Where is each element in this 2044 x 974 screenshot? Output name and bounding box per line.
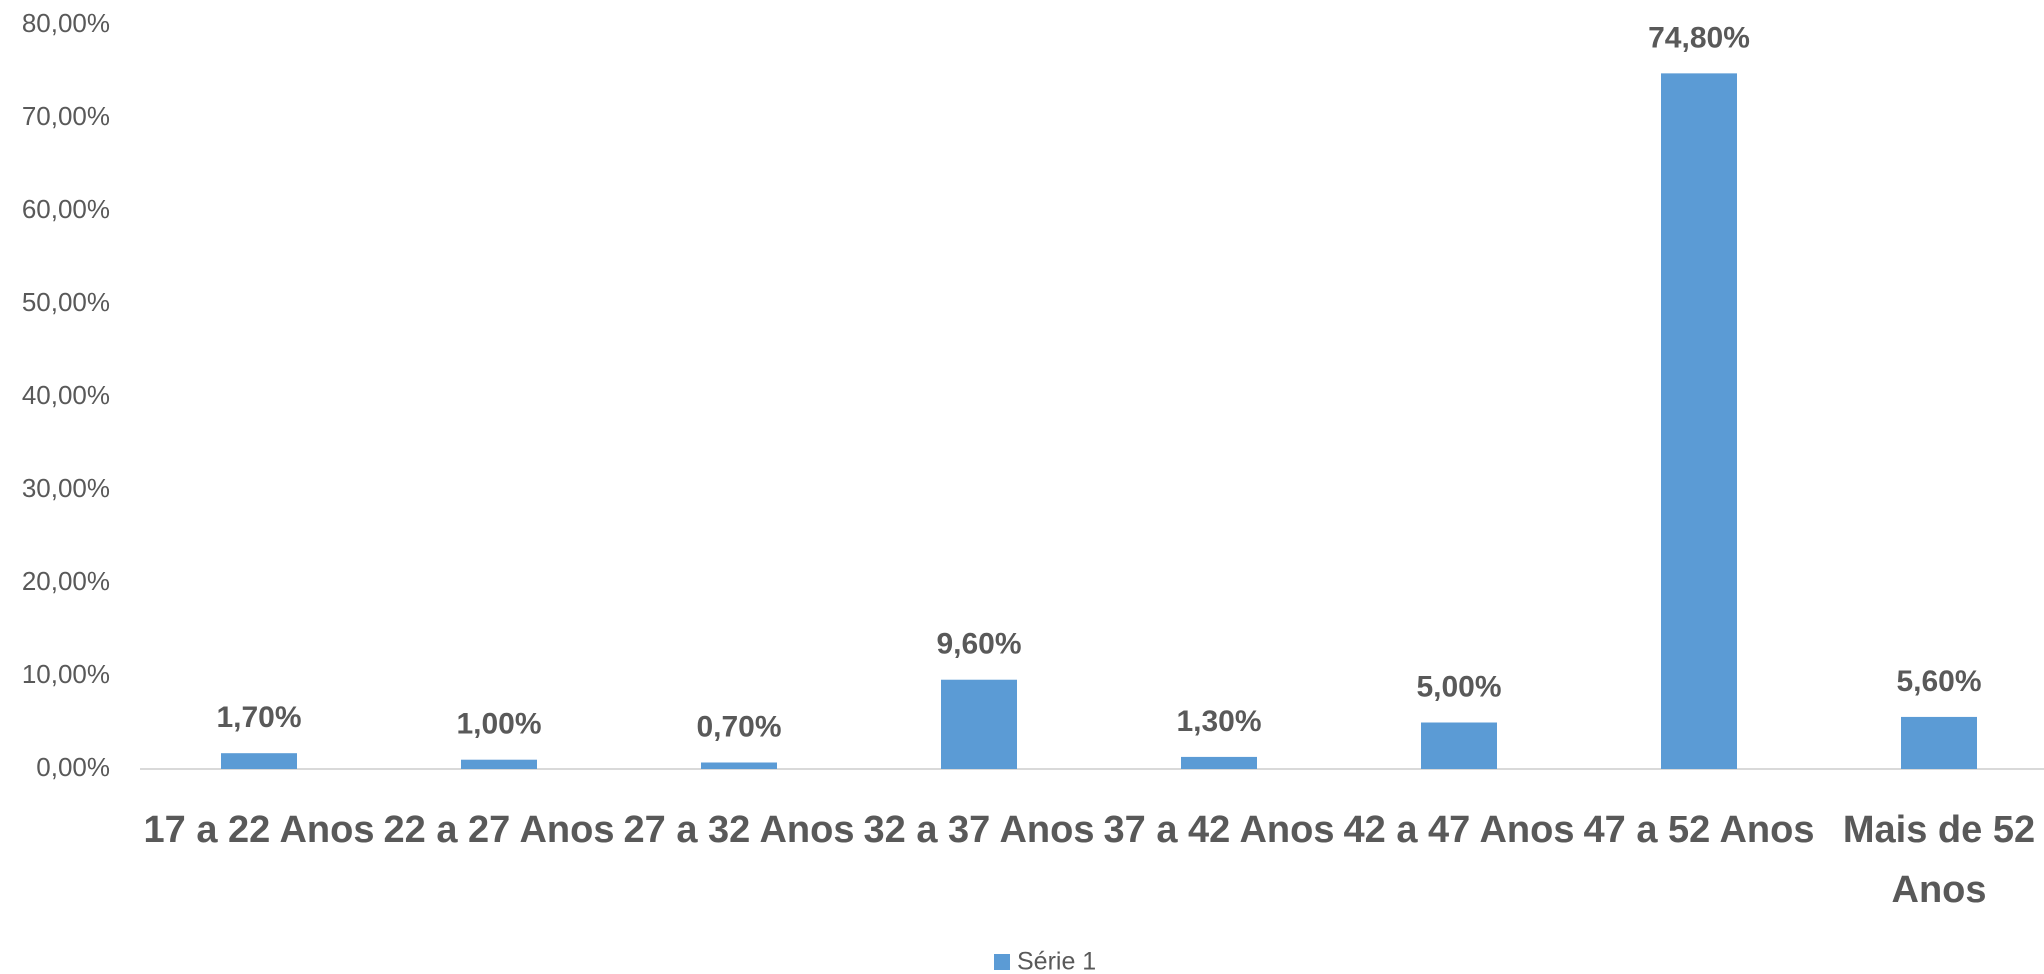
bar bbox=[1901, 716, 1977, 769]
legend-label: Série 1 bbox=[1017, 948, 1096, 974]
x-tick-label: 22 a 27 Anos bbox=[383, 809, 615, 851]
y-tick-label: 30,00% bbox=[22, 473, 110, 503]
x-tick-label: 32 a 37 Anos bbox=[863, 809, 1095, 851]
x-tick-label: Mais de 52 Anos bbox=[1842, 809, 2036, 911]
bar bbox=[461, 759, 537, 769]
x-tick-label: 47 a 52 Anos bbox=[1583, 809, 1815, 851]
y-tick-label: 40,00% bbox=[22, 380, 110, 410]
data-label: 1,00% bbox=[456, 708, 541, 741]
bar bbox=[221, 753, 297, 769]
bar bbox=[1181, 756, 1257, 769]
data-label: 1,70% bbox=[216, 701, 301, 734]
bar bbox=[941, 679, 1017, 769]
data-label: 5,60% bbox=[1896, 665, 1981, 698]
data-label: 5,00% bbox=[1416, 670, 1501, 703]
y-tick-label: 20,00% bbox=[22, 566, 110, 596]
y-tick-label: 60,00% bbox=[22, 194, 110, 224]
data-label: 74,80% bbox=[1648, 21, 1750, 54]
x-tick-label: 37 a 42 Anos bbox=[1103, 809, 1335, 851]
x-tick-label: 42 a 47 Anos bbox=[1343, 809, 1575, 851]
y-tick-label: 70,00% bbox=[22, 101, 110, 131]
data-label: 0,70% bbox=[696, 710, 781, 743]
data-label: 1,30% bbox=[1176, 705, 1261, 738]
y-tick-label: 80,00% bbox=[22, 8, 110, 38]
x-tick-label: 27 a 32 Anos bbox=[623, 809, 855, 851]
data-label: 9,60% bbox=[936, 628, 1021, 661]
bar bbox=[1421, 722, 1497, 769]
legend-swatch bbox=[994, 954, 1010, 970]
bar bbox=[701, 762, 777, 769]
y-tick-label: 0,00% bbox=[36, 752, 110, 782]
y-tick-label: 10,00% bbox=[22, 659, 110, 689]
x-tick-label: 17 a 22 Anos bbox=[143, 809, 375, 851]
y-tick-label: 50,00% bbox=[22, 287, 110, 317]
bar bbox=[1661, 73, 1737, 770]
